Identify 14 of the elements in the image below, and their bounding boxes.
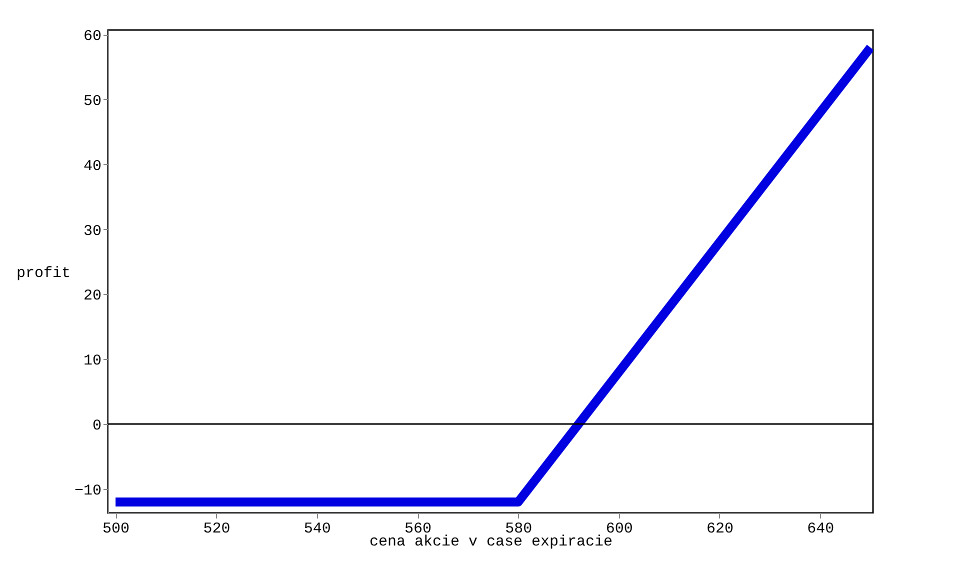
- x-tick-label: 640: [807, 520, 834, 538]
- x-tick-label: 620: [706, 520, 734, 538]
- y-tick-label: 30: [83, 222, 102, 240]
- y-tick-label: 50: [83, 92, 102, 110]
- y-tick-label: −10: [74, 482, 102, 500]
- y-tick-label: 20: [83, 288, 102, 305]
- y-tick-label: 60: [83, 28, 102, 46]
- y-axis-title: profit: [16, 265, 70, 282]
- y-tick-label: 10: [83, 352, 102, 370]
- x-tick-label: 500: [102, 520, 130, 538]
- y-tick-label: 40: [83, 158, 102, 175]
- y-tick-label: 0: [92, 418, 102, 435]
- x-tick-label: 540: [304, 520, 331, 538]
- x-tick-label: 520: [203, 520, 230, 538]
